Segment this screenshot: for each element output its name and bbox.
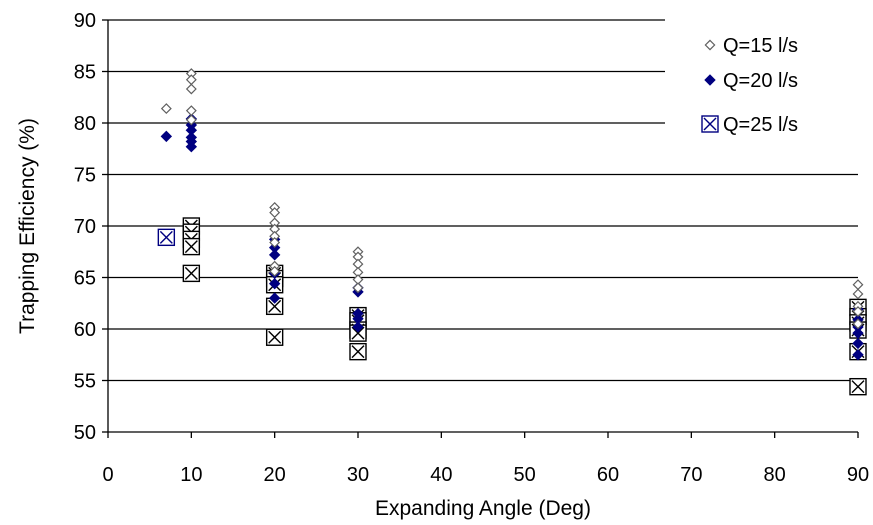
point-2-9 bbox=[268, 249, 281, 261]
point-2-12 bbox=[268, 292, 281, 304]
y-tick-labels: 50 55 60 65 70 75 80 85 90 bbox=[74, 10, 96, 444]
x-tick-label: 80 bbox=[764, 464, 786, 486]
legend-label-1: Q=15 l/s bbox=[723, 35, 798, 57]
data-points bbox=[157, 68, 867, 396]
gridlines bbox=[108, 19, 858, 382]
legend-marker-1 bbox=[704, 39, 716, 51]
point-3-9 bbox=[265, 297, 284, 316]
point-1-19 bbox=[352, 282, 364, 294]
y-tick-label: 50 bbox=[74, 422, 96, 444]
y-tick-label: 60 bbox=[74, 319, 96, 341]
point-2-23 bbox=[852, 349, 864, 361]
point-1-20 bbox=[852, 279, 864, 291]
point-3-10 bbox=[265, 328, 284, 346]
point-3-15 bbox=[349, 342, 367, 361]
point-2-22 bbox=[852, 337, 864, 350]
y-tick-label: 85 bbox=[74, 62, 96, 84]
point-1-2 bbox=[185, 74, 197, 86]
y-tick-label: 70 bbox=[74, 216, 96, 238]
y-tick-label: 75 bbox=[74, 165, 96, 187]
point-1-24 bbox=[852, 318, 864, 330]
x-axis-title: Expanding Angle (Deg) bbox=[375, 497, 591, 520]
point-2-17 bbox=[352, 321, 364, 333]
x-tick-label: 50 bbox=[514, 464, 536, 486]
x-tick-labels: 0 10 20 30 40 50 60 70 80 90 bbox=[102, 464, 869, 486]
point-1-21 bbox=[852, 288, 864, 300]
point-2-0 bbox=[160, 130, 173, 143]
point-2-6 bbox=[185, 140, 198, 153]
point-1-5 bbox=[185, 114, 197, 126]
point-1-23 bbox=[852, 306, 864, 317]
legend-marker-3 bbox=[701, 115, 719, 133]
y-tick-label: 65 bbox=[74, 268, 96, 290]
x-tick-label: 0 bbox=[102, 464, 113, 486]
axes bbox=[102, 19, 859, 438]
x-tick-label: 90 bbox=[847, 464, 869, 486]
point-1-3 bbox=[185, 83, 197, 95]
legend-marker-2 bbox=[704, 74, 716, 86]
point-3-0 bbox=[157, 228, 176, 247]
point-2-11 bbox=[268, 277, 281, 290]
point-1-4 bbox=[185, 105, 197, 117]
x-tick-label: 70 bbox=[680, 464, 702, 486]
point-3-5 bbox=[182, 264, 201, 283]
legend: Q=15 l/s Q=20 l/s Q=25 l/s bbox=[701, 35, 798, 136]
y-tick-label: 80 bbox=[74, 113, 96, 135]
y-tick-label: 90 bbox=[74, 10, 96, 32]
x-tick-label: 30 bbox=[347, 464, 369, 486]
point-1-13 bbox=[269, 265, 281, 277]
x-tick-label: 10 bbox=[180, 464, 202, 486]
point-1-0 bbox=[160, 103, 172, 115]
x-tick-label: 40 bbox=[430, 464, 452, 486]
legend-label-2: Q=20 l/s bbox=[723, 70, 798, 92]
y-tick-label: 55 bbox=[74, 371, 96, 393]
point-3-4 bbox=[182, 237, 201, 256]
x-tick-label: 20 bbox=[264, 464, 286, 486]
x-tick-label: 60 bbox=[597, 464, 619, 486]
point-3-21 bbox=[849, 377, 867, 396]
point-1-11 bbox=[269, 237, 281, 248]
point-1-7 bbox=[269, 207, 281, 219]
legend-label-3: Q=25 l/s bbox=[723, 114, 798, 136]
y-axis-title: Trapping Efficiency (%) bbox=[16, 118, 39, 334]
